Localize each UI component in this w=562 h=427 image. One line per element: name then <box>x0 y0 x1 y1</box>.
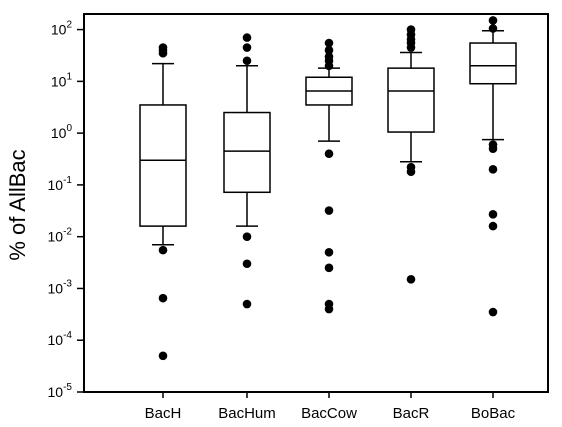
y-tick-label-exponent-5: 0 <box>66 123 72 134</box>
outlier-point-BacHum-0 <box>242 232 252 241</box>
outlier-point-BacH-0 <box>158 245 168 255</box>
outlier-point-BacCow-1 <box>324 206 334 215</box>
iqr-box-BoBac <box>469 42 517 85</box>
outlier-point-BacH-5 <box>158 43 168 52</box>
box-group-BacHum <box>223 33 271 309</box>
x-tick-label-BacCow: BacCow <box>301 405 357 422</box>
y-tick-label-exponent-6: 1 <box>66 71 72 82</box>
y-tick-label-6: 101 <box>51 71 73 89</box>
outlier-point-BacCow-2 <box>324 247 334 257</box>
outlier-point-BacCow-3 <box>324 263 334 273</box>
y-tick-label-5: 100 <box>51 123 73 141</box>
y-tick-label-3: 10-2 <box>48 227 73 245</box>
box-group-BoBac <box>469 16 517 317</box>
x-tick-label-BacH: BacH <box>145 405 182 422</box>
y-tick-label-7: 102 <box>51 20 73 38</box>
y-tick-label-exponent-1: -4 <box>63 330 72 341</box>
outlier-point-BacR-2 <box>406 275 416 284</box>
box-group-BacH <box>139 43 187 361</box>
outlier-point-BacR-7 <box>406 25 416 34</box>
x-tick-label-BoBac: BoBac <box>471 405 516 422</box>
box-group-BacCow <box>305 38 353 314</box>
y-tick-label-base-4: 10 <box>48 177 64 193</box>
outlier-point-BacCow-8 <box>324 52 334 61</box>
outlier-point-BoBac-2 <box>488 165 498 174</box>
plot-layer <box>139 16 517 361</box>
y-tick-label-exponent-3: -2 <box>63 227 72 238</box>
plot-frame <box>83 13 549 393</box>
outlier-point-BacHum-3 <box>242 56 252 66</box>
outlier-point-BacR-1 <box>406 167 416 176</box>
y-axis-label: % of AllBac <box>5 149 30 260</box>
y-tick-label-exponent-2: -3 <box>63 278 72 289</box>
outlier-point-BoBac-4 <box>488 221 498 231</box>
y-tick-label-base-0: 10 <box>48 384 64 400</box>
y-tick-label-exponent-4: -1 <box>63 175 72 186</box>
outlier-point-BacHum-5 <box>242 33 252 42</box>
y-tick-label-base-7: 10 <box>51 22 67 38</box>
outlier-point-BacHum-1 <box>242 259 252 269</box>
y-tick-label-base-5: 10 <box>51 125 67 141</box>
y-tick-label-2: 10-3 <box>48 278 73 296</box>
y-tick-label-4: 10-1 <box>48 175 73 193</box>
y-tick-label-base-6: 10 <box>51 73 67 89</box>
iqr-box-BacR <box>387 67 435 133</box>
outlier-point-BoBac-6 <box>488 24 498 33</box>
y-tick-label-base-1: 10 <box>48 332 64 348</box>
outlier-point-BacHum-4 <box>242 43 252 52</box>
y-tick-label-0: 10-5 <box>48 382 73 400</box>
y-tick-label-base-2: 10 <box>48 280 64 296</box>
outlier-point-BacH-2 <box>158 351 168 361</box>
outlier-point-BoBac-1 <box>488 144 498 154</box>
outlier-point-BacCow-10 <box>324 38 334 48</box>
y-tick-label-base-3: 10 <box>48 229 64 245</box>
outlier-point-BacCow-5 <box>324 304 334 314</box>
x-tick-label-BacR: BacR <box>393 405 430 422</box>
outlier-point-BoBac-5 <box>488 307 498 317</box>
outlier-point-BoBac-3 <box>488 210 498 219</box>
x-tick-label-BacHum: BacHum <box>218 405 276 422</box>
y-tick-label-1: 10-4 <box>48 330 73 348</box>
outlier-point-BacCow-0 <box>324 149 334 159</box>
y-tick-label-exponent-7: 2 <box>66 20 72 31</box>
box-group-BacR <box>387 25 435 284</box>
outlier-point-BacH-1 <box>158 293 168 303</box>
y-tick-label-exponent-0: -5 <box>63 382 72 393</box>
iqr-box-BacHum <box>223 111 271 194</box>
iqr-box-BacH <box>139 104 187 227</box>
outlier-point-BoBac-7 <box>488 16 498 25</box>
outlier-point-BacHum-2 <box>242 299 252 309</box>
outlier-point-BacCow-9 <box>324 45 334 55</box>
